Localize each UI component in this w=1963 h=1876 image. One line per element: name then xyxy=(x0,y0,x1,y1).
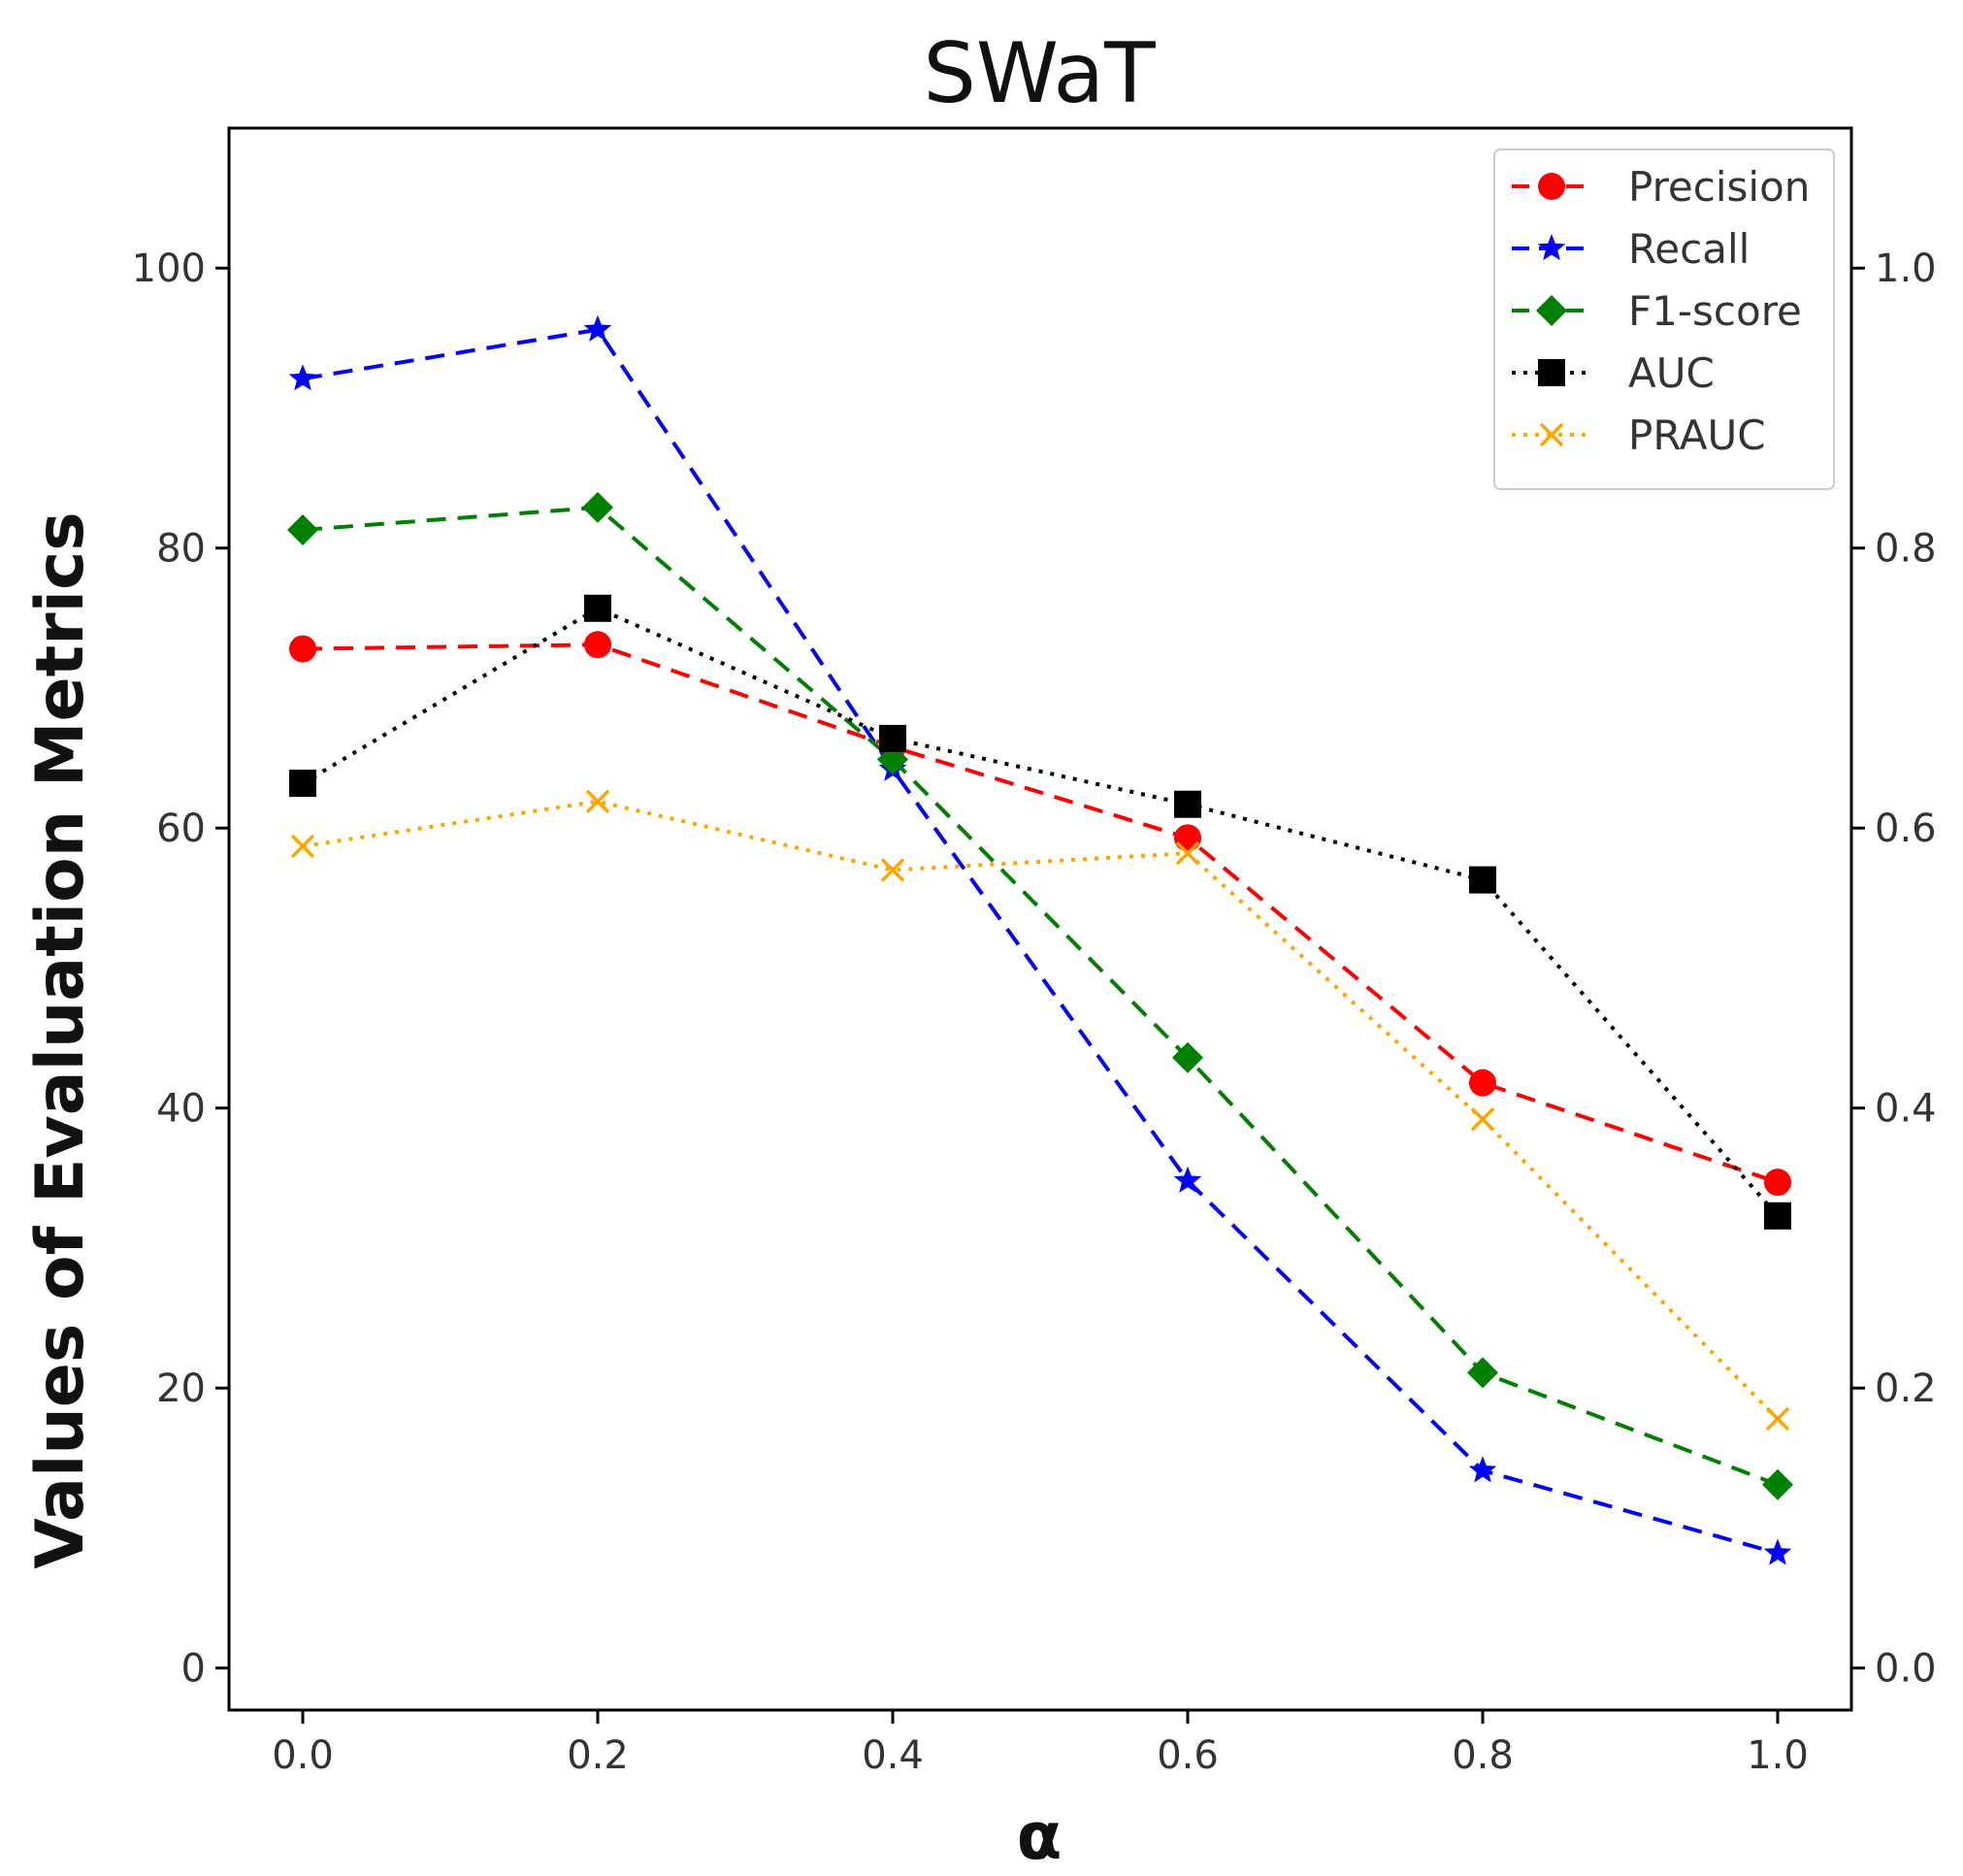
point-auc-0 xyxy=(289,770,316,798)
point-f1-score-5 xyxy=(1762,1468,1793,1500)
legend-marker-prauc xyxy=(1539,422,1564,447)
x-tick-label-5: 1.0 xyxy=(1747,1733,1809,1778)
point-recall-4 xyxy=(1468,1456,1497,1483)
point-precision-5 xyxy=(1764,1168,1791,1197)
point-auc-4 xyxy=(1469,866,1496,894)
y-right-tick-label-4: 0.8 xyxy=(1875,527,1937,572)
legend-label-recall: Recall xyxy=(1628,225,1750,273)
legend-box xyxy=(1493,148,1835,490)
y-left-tick-label-1: 20 xyxy=(156,1366,206,1411)
y-left-tick-label-2: 40 xyxy=(156,1087,206,1132)
legend-marker-f1-score xyxy=(1536,295,1567,326)
point-recall-1 xyxy=(583,314,612,342)
point-f1-score-3 xyxy=(1172,1041,1203,1073)
legend-marker-precision xyxy=(1538,173,1565,200)
plot-frame xyxy=(227,126,1853,1712)
point-precision-4 xyxy=(1469,1069,1496,1097)
point-precision-3 xyxy=(1174,824,1201,852)
point-prauc-3 xyxy=(1175,840,1200,866)
y-left-tick-label-5: 100 xyxy=(132,247,206,291)
point-recall-5 xyxy=(1763,1538,1792,1565)
y-right-tick-label-5: 1.0 xyxy=(1875,247,1937,291)
point-recall-0 xyxy=(288,364,317,391)
legend-marker-auc xyxy=(1538,359,1565,386)
x-tick-label-1: 0.2 xyxy=(567,1733,629,1778)
point-f1-score-1 xyxy=(582,491,613,523)
legend-label-prauc: PRAUC xyxy=(1628,411,1766,459)
series-line-precision xyxy=(302,642,1779,1185)
point-f1-score-4 xyxy=(1467,1357,1498,1389)
legend-item-precision: Precision xyxy=(1512,163,1810,211)
point-prauc-0 xyxy=(290,834,315,859)
series-line-f1-score xyxy=(302,505,1779,1487)
series-line-recall xyxy=(302,327,1779,1556)
legend-item-prauc: PRAUC xyxy=(1512,411,1766,459)
series-f1-score xyxy=(287,491,1793,1500)
legend-label-f1-score: F1-score xyxy=(1628,287,1802,335)
point-prauc-5 xyxy=(1765,1406,1790,1432)
point-auc-5 xyxy=(1764,1201,1791,1230)
y-left-tick-label-3: 60 xyxy=(156,806,206,851)
legend-marker-recall xyxy=(1537,234,1566,261)
y-right-tick-label-3: 0.6 xyxy=(1875,806,1937,851)
point-precision-1 xyxy=(584,631,611,659)
legend-item-auc: AUC xyxy=(1512,349,1715,397)
series-auc xyxy=(289,594,1791,1230)
point-auc-1 xyxy=(584,594,611,622)
y-right-tick-label-1: 0.2 xyxy=(1875,1366,1937,1411)
x-tick-label-4: 0.8 xyxy=(1452,1733,1514,1778)
legend: Precision Recall F1-score AUC PRAUC xyxy=(1493,148,1835,490)
y-right-tick-label-2: 0.4 xyxy=(1875,1087,1937,1132)
series-precision xyxy=(289,631,1791,1197)
point-prauc-2 xyxy=(880,858,905,882)
x-tick-label-2: 0.4 xyxy=(862,1733,924,1778)
y-axis-label: Values of Evaluation Metrics xyxy=(22,511,99,1569)
y-right-tick-label-0: 0.0 xyxy=(1875,1647,1937,1692)
x-axis-label: α xyxy=(1017,1798,1063,1875)
x-tick-label-0: 0.0 xyxy=(272,1733,334,1778)
legend-label-auc: AUC xyxy=(1628,349,1715,397)
point-prauc-4 xyxy=(1470,1107,1495,1132)
series-layer xyxy=(287,314,1793,1565)
y-left-tick-label-0: 0 xyxy=(181,1647,206,1692)
x-tick-label-3: 0.6 xyxy=(1157,1733,1219,1778)
ticks-layer: 0.0 0.2 0.4 0.6 0.8 1.0 0 20 40 60 80 100 0.0 0.2 0.4 0… xyxy=(132,247,1937,1778)
series-recall xyxy=(288,314,1792,1565)
y-left-tick-label-4: 80 xyxy=(156,527,206,572)
series-line-prauc xyxy=(302,799,1780,1421)
point-recall-3 xyxy=(1173,1166,1202,1193)
point-auc-3 xyxy=(1174,790,1201,818)
point-auc-2 xyxy=(879,724,906,752)
point-prauc-1 xyxy=(585,789,610,814)
legend-item-recall: Recall xyxy=(1512,225,1750,273)
series-prauc xyxy=(290,789,1790,1432)
legend-item-f1-score: F1-score xyxy=(1512,287,1802,335)
legend-label-precision: Precision xyxy=(1628,163,1810,211)
point-f1-score-0 xyxy=(287,513,318,545)
point-precision-0 xyxy=(289,635,316,663)
chart-title: SWaT xyxy=(923,25,1156,122)
series-line-auc xyxy=(301,606,1780,1218)
